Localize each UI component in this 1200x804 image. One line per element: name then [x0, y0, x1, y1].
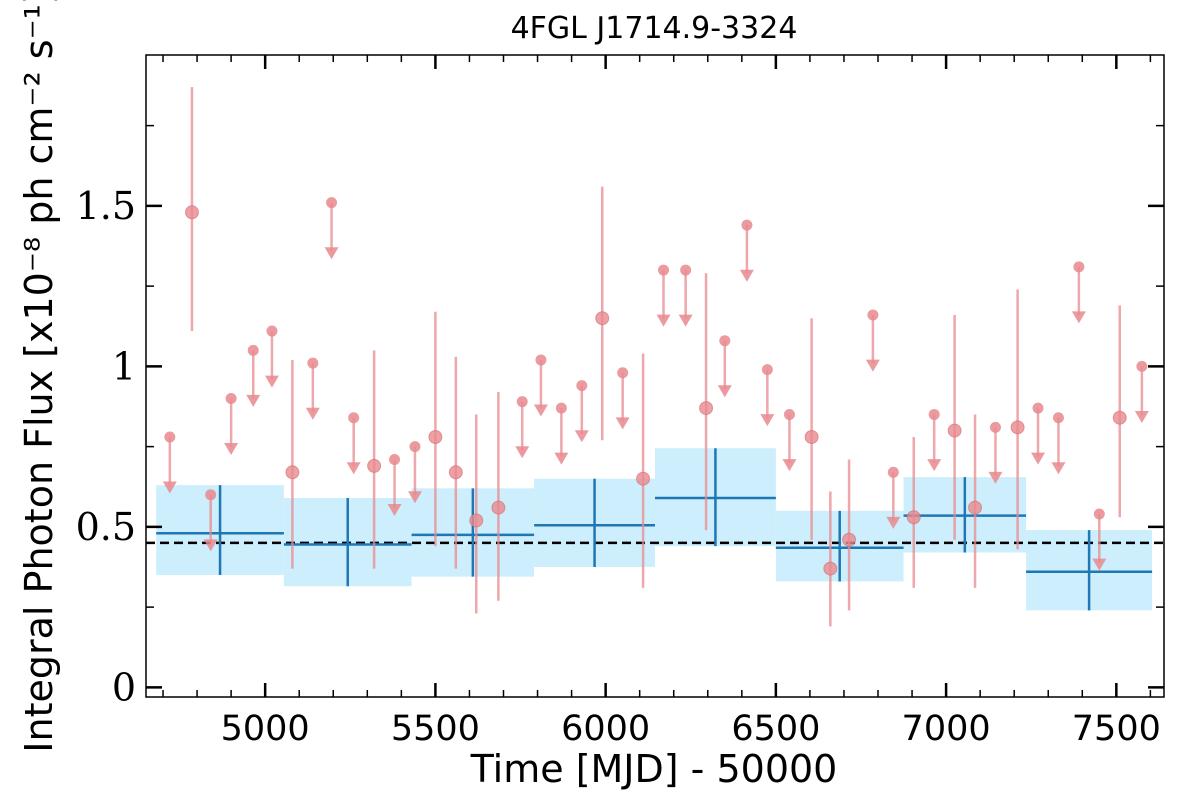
detection-point [804, 429, 819, 444]
upper-limit-point [928, 409, 940, 421]
upper-limit-arrow [515, 446, 530, 459]
detection-point [367, 458, 382, 473]
upper-limit-point [389, 453, 401, 465]
upper-limit-point [348, 412, 360, 424]
detection-point [428, 429, 443, 444]
upper-limit-arrow [1071, 311, 1086, 324]
upper-limit-arrow [615, 417, 630, 430]
y-axis-label: Integral Photon Flux [x10⁻⁸ ph cm⁻² s⁻¹] [17, 0, 61, 753]
upper-limit-arrow [1031, 452, 1046, 465]
short-bin-series [162, 87, 1149, 627]
upper-limit-point [1136, 360, 1148, 372]
upper-limit-arrow [1051, 462, 1066, 475]
upper-limit-point [225, 392, 237, 404]
upper-limit-arrow [324, 247, 339, 260]
upper-limit-arrow [1134, 410, 1149, 423]
upper-limit-arrow [865, 359, 880, 372]
upper-limit-point [761, 364, 773, 376]
detection-point [285, 465, 300, 480]
x-tick-label: 5500 [391, 709, 480, 749]
detection-point [184, 205, 199, 220]
chart-title: 4FGL J1714.9-3324 [511, 11, 798, 46]
y-tick-label: 0.5 [76, 505, 136, 549]
upper-limit-arrow [717, 385, 732, 398]
upper-limit-arrow [988, 471, 1003, 484]
y-tick-label: 1.5 [76, 184, 136, 228]
x-tick-label: 6000 [561, 709, 650, 749]
upper-limit-point [1052, 412, 1064, 424]
detection-point [469, 513, 484, 528]
upper-limit-point [247, 344, 259, 356]
x-tick-label: 6500 [731, 709, 820, 749]
upper-limit-point [1073, 261, 1085, 273]
upper-limit-arrow [246, 394, 261, 407]
upper-limit-point [266, 325, 278, 337]
detection-point [968, 500, 983, 515]
detection-point [823, 561, 838, 576]
x-tick-label: 7000 [902, 709, 991, 749]
long-bin-bands [156, 448, 1153, 611]
detection-point [699, 401, 714, 416]
x-tick-label: 7500 [1072, 709, 1161, 749]
detection-point [1112, 410, 1127, 425]
upper-limit-point [576, 380, 588, 392]
detection-point [636, 471, 651, 486]
upper-limit-point [783, 409, 795, 421]
upper-limit-point [887, 466, 899, 478]
upper-limit-point [164, 431, 176, 443]
upper-limit-arrow [678, 314, 693, 327]
upper-limit-point [409, 441, 421, 453]
upper-limit-arrow [554, 452, 569, 465]
upper-limit-arrow [264, 375, 279, 388]
y-tick-label: 1 [112, 344, 136, 388]
upper-limit-arrow [387, 504, 402, 517]
upper-limit-point [989, 421, 1001, 433]
upper-limit-point [658, 264, 670, 276]
upper-limit-point [867, 309, 879, 321]
upper-limit-point [535, 354, 547, 366]
upper-limit-arrow [203, 539, 218, 552]
upper-limit-arrow [224, 443, 239, 456]
upper-limit-point [205, 489, 217, 501]
upper-limit-arrow [739, 269, 754, 282]
y-tick-label: 0 [112, 665, 136, 709]
upper-limit-point [680, 264, 692, 276]
upper-limit-point [1093, 508, 1105, 520]
upper-limit-arrow [533, 404, 548, 417]
detection-point [448, 465, 463, 480]
axes: 5000 5500 6000 6500 7000 7500 0 0.5 1 1.5 [76, 54, 1165, 749]
upper-limit-arrow [927, 459, 942, 472]
upper-limit-point [307, 357, 319, 369]
detection-point [842, 532, 857, 547]
detection-point [947, 423, 962, 438]
upper-limit-point [719, 335, 731, 347]
upper-limit-point [617, 367, 629, 379]
x-tick-label: 5000 [221, 709, 310, 749]
detection-point [906, 510, 921, 525]
upper-limit-point [326, 197, 338, 209]
upper-limit-point [555, 402, 567, 414]
upper-limit-arrow [656, 314, 671, 327]
upper-limit-arrow [162, 481, 177, 494]
upper-limit-arrow [782, 459, 797, 472]
upper-limit-arrow [1092, 558, 1107, 571]
upper-limit-arrow [407, 491, 422, 504]
detection-point [595, 311, 610, 326]
x-axis-label: Time [MJD] - 50000 [470, 747, 838, 791]
upper-limit-arrow [305, 407, 320, 420]
long-bin-series [156, 448, 1153, 611]
detection-point [491, 500, 506, 515]
plot-frame [145, 54, 1165, 698]
upper-limit-arrow [760, 414, 775, 427]
upper-limit-arrow [886, 516, 901, 529]
upper-limit-point [516, 396, 528, 408]
upper-limit-point [741, 219, 753, 231]
upper-limit-arrow [574, 430, 589, 443]
upper-limit-arrow [346, 462, 361, 475]
detection-point [1010, 420, 1025, 435]
upper-limit-point [1032, 402, 1044, 414]
